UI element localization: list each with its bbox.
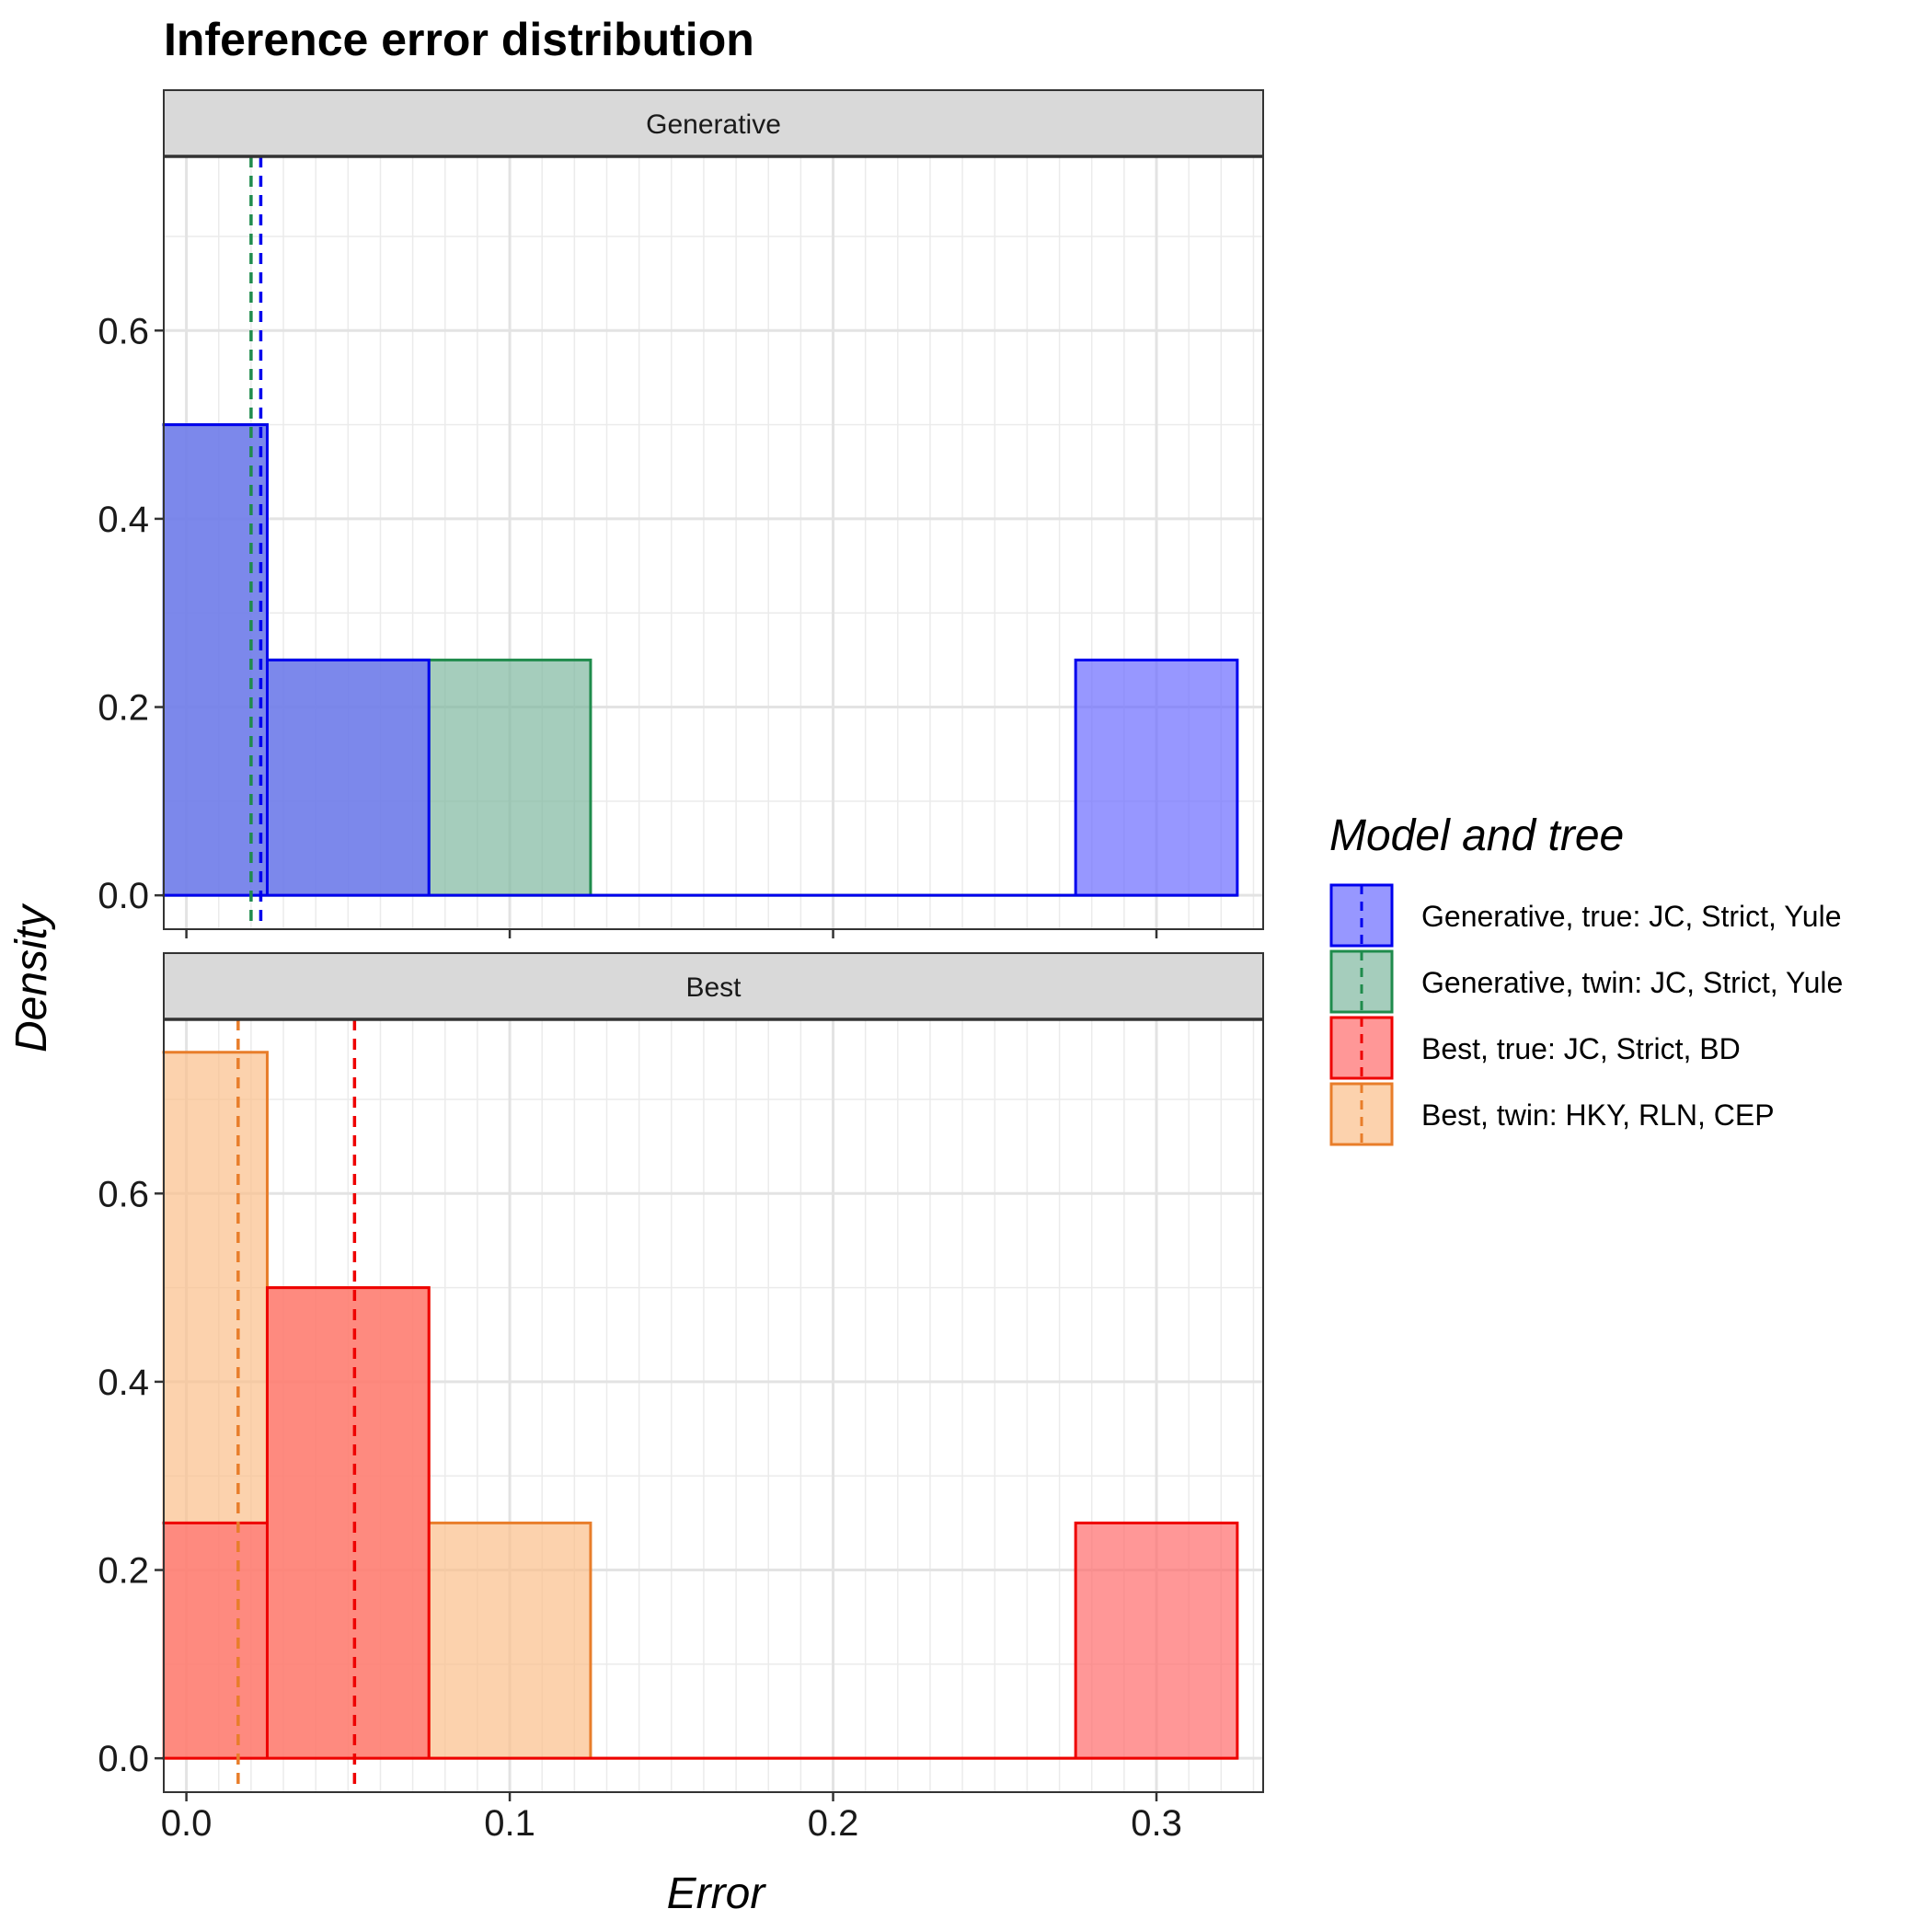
- histogram-bar: [429, 660, 591, 896]
- x-tick-label: 0.0: [161, 1803, 213, 1844]
- y-tick-label: 0.0: [98, 876, 149, 916]
- histogram-bar: [1075, 660, 1237, 896]
- legend-item-generative-true-jc-strict-yule: Generative, true: JC, Strict, Yule: [1329, 883, 1842, 948]
- y-tick-label: 0.4: [98, 1363, 149, 1403]
- histogram-bar: [267, 1287, 430, 1759]
- x-tick-label: 0.2: [808, 1803, 859, 1844]
- x-tick-label: 0.3: [1131, 1803, 1182, 1844]
- panel-best: Best 0.0 0.2 0.4 0.6: [0, 952, 1264, 1801]
- y-tick-label: 0.2: [98, 688, 149, 729]
- left-margin-mask: [0, 155, 163, 931]
- facet-panels: Generative 0.0 0.2 0.4 0.6 Best 0.0 0.2 0.4 0.6: [0, 89, 1264, 1801]
- panel-generative: Generative 0.0 0.2 0.4 0.6: [0, 89, 1264, 938]
- x-axis: 0.0 0.1 0.2 0.3: [161, 1803, 1182, 1844]
- legend-label: Generative, twin: JC, Strict, Yule: [1421, 966, 1843, 999]
- x-axis-title: Error: [667, 1869, 767, 1918]
- legend-items: Generative, true: JC, Strict, Yule Genera…: [1329, 883, 1843, 1146]
- x-tick-label: 0.1: [484, 1803, 535, 1844]
- histogram-bar: [1075, 1523, 1237, 1759]
- chart-title: Inference error distribution: [164, 14, 754, 65]
- legend-label: Best, twin: HKY, RLN, CEP: [1421, 1098, 1775, 1132]
- histogram-bar: [429, 1523, 591, 1759]
- y-tick-label: 0.2: [98, 1551, 149, 1592]
- legend-item-generative-twin-jc-strict-yule: Generative, twin: JC, Strict, Yule: [1329, 949, 1843, 1014]
- legend-label: Best, true: JC, Strict, BD: [1421, 1032, 1741, 1065]
- y-tick-label: 0.6: [98, 1174, 149, 1214]
- histogram-bar: [267, 660, 430, 896]
- legend-label: Generative, true: JC, Strict, Yule: [1421, 900, 1842, 933]
- y-tick-label: 0.6: [98, 311, 149, 351]
- legend-item-best-twin-hky-rln-cep: Best, twin: HKY, RLN, CEP: [1329, 1082, 1775, 1146]
- legend-item-best-true-jc-strict-bd: Best, true: JC, Strict, BD: [1329, 1016, 1741, 1080]
- facet-strip: [163, 89, 1264, 157]
- legend: Model and tree Generative, true: JC, Str…: [1329, 811, 1843, 1146]
- y-tick-label: 0.0: [98, 1739, 149, 1779]
- legend-title: Model and tree: [1329, 811, 1624, 860]
- facet-strip-label: Generative: [646, 109, 781, 140]
- histogram-outline: [104, 1286, 1239, 1760]
- y-tick-label: 0.4: [98, 500, 149, 540]
- histogram-outline: [104, 423, 1239, 897]
- facet-strip: [163, 952, 1264, 1020]
- left-margin-mask: [0, 1018, 163, 1794]
- facet-strip-label: Best: [685, 972, 742, 1003]
- y-axis-title: Density: [7, 903, 56, 1052]
